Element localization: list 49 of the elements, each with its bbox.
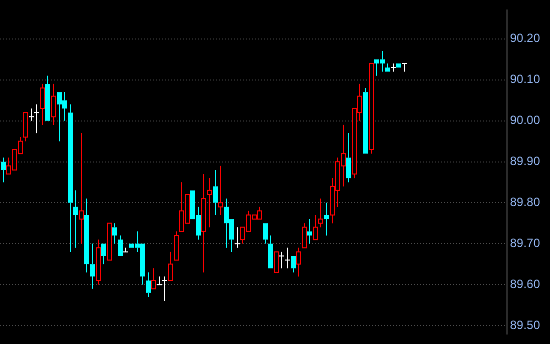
candlestick [51, 83, 56, 126]
candlestick [307, 218, 312, 244]
y-tick-label: 90.10 [510, 72, 540, 86]
candlestick [84, 198, 89, 273]
candlestick [90, 243, 95, 290]
candlestick [96, 239, 101, 286]
y-tick-label: 90.20 [510, 31, 540, 46]
candlestick [151, 268, 156, 290]
candlestick [1, 157, 6, 183]
candlestick [284, 247, 290, 269]
candlestick [28, 108, 34, 122]
candlestick [234, 226, 240, 248]
candlestick [23, 112, 28, 142]
candlestick [263, 223, 268, 244]
candlestick [40, 83, 45, 126]
candlestick [34, 104, 40, 134]
y-tick-label: 89.60 [510, 276, 540, 291]
candlestick [156, 276, 162, 286]
candlestick [278, 251, 284, 269]
candlestick [118, 234, 123, 256]
candlestick [79, 132, 84, 244]
candlestick [402, 62, 408, 72]
y-tick-label: 89.50 [510, 318, 540, 332]
candlestick [318, 198, 323, 228]
candlestick [73, 190, 78, 248]
candlestick [291, 256, 296, 273]
y-tick-label: 89.90 [510, 154, 540, 168]
candlestick [207, 178, 212, 228]
candlestick [213, 169, 218, 216]
candlestick [363, 88, 368, 154]
candlestick [201, 174, 206, 273]
candlestick [346, 132, 351, 183]
y-tick-label: 89.80 [510, 195, 540, 210]
candlestick [313, 214, 318, 240]
candlestick [218, 165, 223, 216]
candlestick [296, 247, 301, 277]
candlestick [68, 104, 73, 252]
y-tick-label: 90.00 [510, 113, 540, 128]
candlestick [162, 276, 168, 302]
candlestick [101, 244, 106, 265]
candlestick [146, 272, 151, 298]
candlestick [112, 222, 117, 244]
candlestick [268, 234, 273, 268]
candlestick [324, 202, 329, 236]
candlestick [302, 222, 307, 248]
candlestick [45, 75, 50, 121]
y-tick-label: 89.70 [510, 236, 540, 250]
candlestick [385, 62, 390, 72]
candlestick [168, 251, 173, 282]
